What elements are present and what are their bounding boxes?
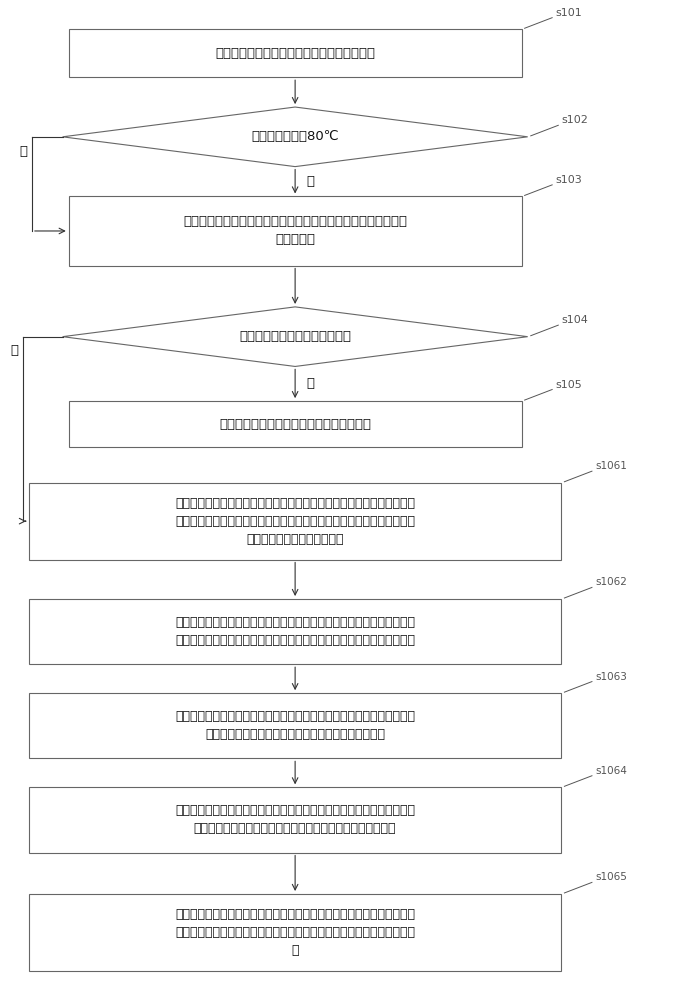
Polygon shape [63, 307, 528, 366]
Text: 以预定速度将辅助蒸汽供汽调节阀的阀位增加到预定值，按照该规则，计
算待确定的阀位的初始值，所述规则还包括当除氧器升温过快时，停止增
加辅助蒸汽供气调节阀的阀位: 以预定速度将辅助蒸汽供汽调节阀的阀位增加到预定值，按照该规则，计 算待确定的阀位… [175, 497, 415, 546]
Bar [29, 693, 561, 758]
Text: 根据除氧器实时升温速度与规程要求的升温速度上限之间的差値，查找预
先设计的对应关系，得到与升温速度有关的阀位修正値: 根据除氧器实时升温速度与规程要求的升温速度上限之间的差値，查找预 先设计的对应关… [175, 710, 415, 741]
Text: s1064: s1064 [595, 766, 627, 776]
Bar [29, 483, 561, 560]
Text: s105: s105 [556, 380, 582, 390]
Text: 是: 是 [10, 344, 18, 357]
Text: 根据除氧器实时升温加速度与规程要求的升温加速度上限之间的差値，查
找预先设计的对应关系，得到与升温加速度有关的阀位修正値: 根据除氧器实时升温加速度与规程要求的升温加速度上限之间的差値，查 找预先设计的对… [175, 804, 415, 835]
Text: 否: 否 [19, 145, 27, 158]
Text: 按照规程要求的除氧器升温速度上限计算除氧器当前温度的阈值，将该阈
值与除氧器的实时温度比较，当所得偏差超出限值时判定除氧器升温过快: 按照规程要求的除氧器升温速度上限计算除氧器当前温度的阈值，将该阈 值与除氧器的实… [175, 616, 415, 647]
Text: s1062: s1062 [595, 577, 627, 587]
Text: 将阀位的初始値加上与升温速度有关的阀位修正値，及与升温加速度有关
的阀位修正値，得到最终的阀位，控制除氧器辅助蒸汽供汽调节阀至该阀
位: 将阀位的初始値加上与升温速度有关的阀位修正値，及与升温加速度有关 的阀位修正値，… [175, 908, 415, 957]
Bar [29, 787, 561, 853]
Text: 接收除氧器辅助蒸汽供汽调节阀投自动的指令: 接收除氧器辅助蒸汽供汽调节阀投自动的指令 [215, 47, 375, 60]
Text: s102: s102 [562, 115, 588, 125]
Bar [69, 29, 522, 77]
Text: s1063: s1063 [595, 672, 627, 682]
Text: s101: s101 [556, 8, 582, 18]
Bar [29, 599, 561, 664]
Bar [69, 401, 522, 447]
Polygon shape [63, 107, 528, 167]
Text: 监测并控制除氧器的实时压力，使实时压力稳定在压力设定值的
预定范围内: 监测并控制除氧器的实时压力，使实时压力稳定在压力设定值的 预定范围内 [183, 215, 407, 246]
Text: 是: 是 [306, 175, 314, 188]
Text: s1065: s1065 [595, 872, 627, 882]
Bar [69, 196, 522, 266]
Bar [29, 894, 561, 971]
Text: s1061: s1061 [595, 461, 627, 471]
Text: s104: s104 [562, 315, 588, 325]
Text: s103: s103 [556, 175, 582, 185]
Text: 保持除氧器辅助蒸汽供汽调节阀的阀位不变: 保持除氧器辅助蒸汽供汽调节阀的阀位不变 [219, 418, 371, 431]
Text: 除氧器温度达到80℃: 除氧器温度达到80℃ [252, 130, 339, 143]
Text: 否: 否 [306, 377, 314, 390]
Text: 是否接收到除氧器自动升温指令: 是否接收到除氧器自动升温指令 [239, 330, 351, 343]
